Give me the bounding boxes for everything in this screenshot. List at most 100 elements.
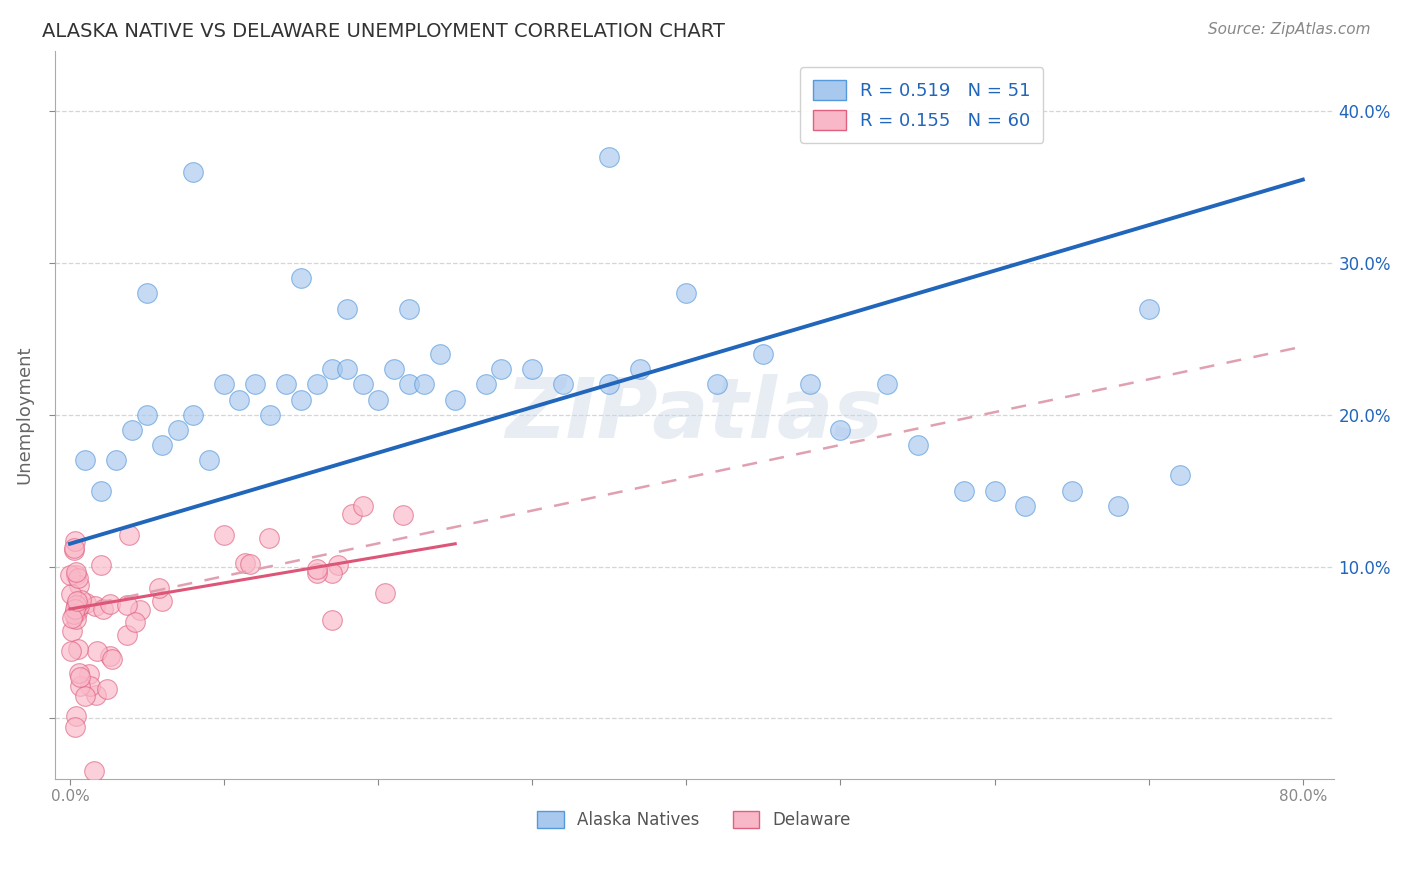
Point bbox=[336, 301, 359, 316]
Point bbox=[752, 347, 775, 361]
Point bbox=[983, 483, 1005, 498]
Point bbox=[675, 286, 697, 301]
Point bbox=[84, 688, 107, 702]
Point bbox=[86, 644, 108, 658]
Point bbox=[67, 578, 90, 592]
Point bbox=[907, 438, 929, 452]
Point bbox=[66, 572, 89, 586]
Point bbox=[65, 612, 87, 626]
Point bbox=[305, 377, 328, 392]
Point bbox=[90, 558, 112, 573]
Point bbox=[398, 301, 420, 316]
Point bbox=[257, 532, 280, 546]
Point bbox=[136, 408, 159, 422]
Point bbox=[551, 377, 574, 392]
Point bbox=[382, 362, 405, 376]
Point bbox=[228, 392, 250, 407]
Point bbox=[63, 542, 86, 557]
Point bbox=[197, 453, 219, 467]
Point bbox=[374, 586, 396, 600]
Point bbox=[181, 408, 204, 422]
Text: Source: ZipAtlas.com: Source: ZipAtlas.com bbox=[1208, 22, 1371, 37]
Point bbox=[63, 607, 86, 621]
Point bbox=[63, 720, 86, 734]
Point bbox=[340, 507, 363, 521]
Point bbox=[444, 392, 467, 407]
Point bbox=[352, 377, 374, 392]
Point bbox=[91, 601, 114, 615]
Point bbox=[181, 165, 204, 179]
Point bbox=[98, 649, 121, 664]
Point bbox=[59, 644, 82, 658]
Point bbox=[70, 593, 93, 607]
Point bbox=[63, 601, 86, 615]
Point bbox=[367, 392, 389, 407]
Point bbox=[166, 423, 188, 437]
Point bbox=[413, 377, 436, 392]
Point bbox=[83, 764, 105, 778]
Point bbox=[239, 557, 262, 571]
Text: ZIPatlas: ZIPatlas bbox=[505, 375, 883, 455]
Point bbox=[59, 567, 82, 582]
Point bbox=[105, 453, 128, 467]
Point bbox=[1107, 499, 1129, 513]
Point bbox=[63, 541, 86, 555]
Point bbox=[65, 567, 87, 582]
Point bbox=[101, 652, 124, 666]
Point bbox=[63, 533, 86, 548]
Point bbox=[118, 527, 141, 541]
Point bbox=[59, 587, 82, 601]
Point bbox=[136, 286, 159, 301]
Point bbox=[259, 408, 281, 422]
Point bbox=[1137, 301, 1160, 316]
Point bbox=[96, 681, 118, 696]
Point bbox=[212, 377, 235, 392]
Point bbox=[75, 596, 97, 610]
Point bbox=[67, 666, 90, 681]
Point bbox=[799, 377, 821, 392]
Point bbox=[235, 556, 257, 570]
Point bbox=[128, 603, 150, 617]
Point bbox=[79, 679, 101, 693]
Point bbox=[1168, 468, 1191, 483]
Point bbox=[321, 613, 343, 627]
Point bbox=[522, 362, 544, 376]
Point bbox=[124, 615, 146, 629]
Point bbox=[98, 598, 121, 612]
Point bbox=[73, 690, 96, 704]
Point bbox=[115, 628, 138, 642]
Point bbox=[65, 599, 87, 613]
Point bbox=[876, 377, 898, 392]
Point bbox=[243, 377, 266, 392]
Point bbox=[60, 610, 83, 624]
Point bbox=[117, 599, 139, 613]
Point bbox=[336, 362, 359, 376]
Point bbox=[77, 666, 100, 681]
Point bbox=[65, 565, 87, 579]
Point bbox=[67, 641, 90, 656]
Point bbox=[952, 483, 974, 498]
Point bbox=[628, 362, 651, 376]
Point bbox=[65, 709, 87, 723]
Point bbox=[148, 581, 170, 595]
Point bbox=[66, 594, 89, 608]
Text: ALASKA NATIVE VS DELAWARE UNEMPLOYMENT CORRELATION CHART: ALASKA NATIVE VS DELAWARE UNEMPLOYMENT C… bbox=[42, 22, 725, 41]
Point bbox=[1060, 483, 1083, 498]
Point bbox=[69, 679, 91, 693]
Point bbox=[328, 558, 350, 573]
Point bbox=[475, 377, 498, 392]
Point bbox=[60, 624, 83, 638]
Point bbox=[69, 669, 91, 683]
Point bbox=[290, 392, 312, 407]
Y-axis label: Unemployment: Unemployment bbox=[15, 345, 32, 484]
Legend: Alaska Natives, Delaware: Alaska Natives, Delaware bbox=[530, 805, 858, 836]
Point bbox=[212, 528, 235, 542]
Point bbox=[66, 606, 89, 620]
Point bbox=[305, 562, 328, 576]
Point bbox=[84, 599, 107, 613]
Point bbox=[1014, 499, 1036, 513]
Point bbox=[305, 566, 328, 580]
Point bbox=[150, 594, 173, 608]
Point bbox=[352, 499, 374, 513]
Point bbox=[274, 377, 297, 392]
